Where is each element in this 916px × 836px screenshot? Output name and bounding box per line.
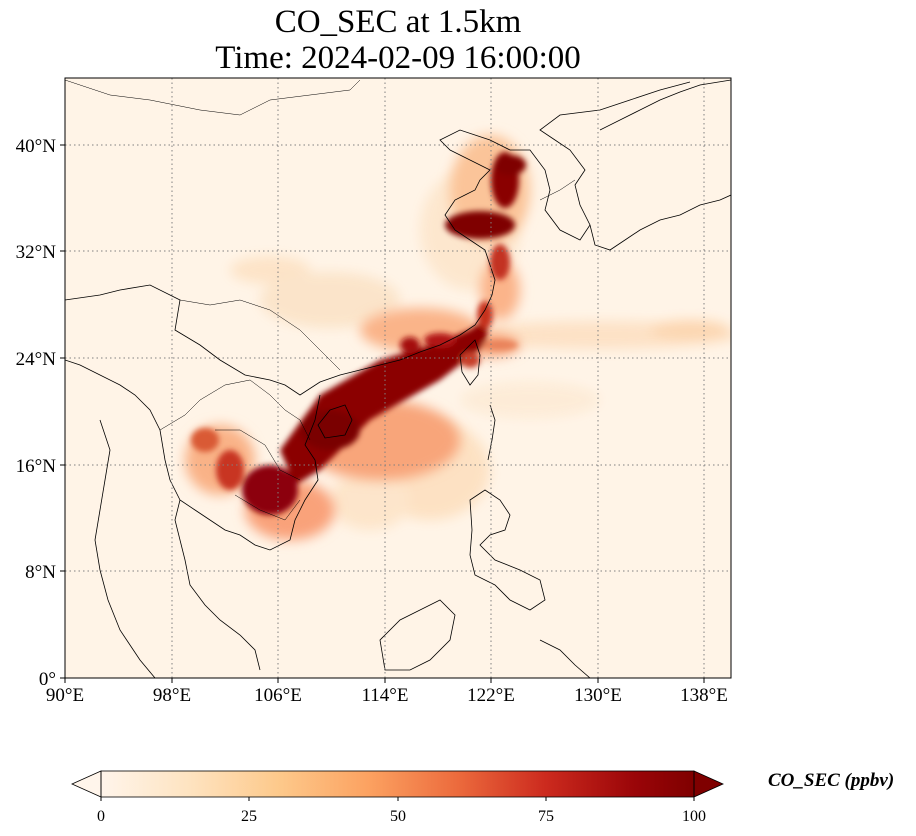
colorbar-tick-label: 25: [241, 808, 257, 825]
x-tick-label: 98°E: [153, 685, 191, 706]
y-tick-label: 16°N: [16, 456, 57, 477]
gridlines: [65, 78, 731, 678]
x-tick-label: 114°E: [362, 685, 409, 706]
co-concentration-field: [185, 135, 731, 540]
coastlines: [65, 79, 731, 678]
y-tick-label: 32°N: [16, 242, 57, 263]
map-time-subtitle: Time: 2024-02-09 16:00:00: [215, 40, 581, 76]
y-tick-label: 40°N: [16, 136, 57, 157]
y-tick-label: 24°N: [16, 349, 57, 370]
x-tick-label: 138°E: [680, 685, 728, 706]
x-tick-label: 130°E: [574, 685, 622, 706]
map-title: CO_SEC at 1.5km: [274, 4, 522, 40]
colorbar: 0 25 50 75 100: [71, 770, 724, 825]
colorbar-low-extension: [71, 770, 102, 798]
y-axis: [60, 144, 65, 679]
colorbar-gradient: [101, 771, 694, 797]
x-tick-label: 106°E: [254, 685, 302, 706]
map-frame: [64, 77, 732, 679]
y-tick-label: 0°: [39, 669, 56, 690]
colorbar-label: CO_SEC (ppbv): [768, 770, 895, 791]
y-tick-label: 8°N: [25, 562, 56, 583]
borders: [65, 79, 576, 521]
colorbar-tick-label: 0: [97, 808, 105, 825]
colorbar-tick-label: 100: [682, 808, 706, 825]
colorbar-high-extension: [693, 770, 724, 798]
x-tick-label: 122°E: [467, 685, 515, 706]
x-axis: [64, 678, 705, 683]
map-panel: 90°E 98°E 106°E 114°E 122°E 130°E 138°E …: [16, 77, 732, 706]
x-tick-label: 90°E: [46, 685, 84, 706]
colorbar-tick-label: 75: [538, 808, 554, 825]
colorbar-tick-label: 50: [390, 808, 406, 825]
